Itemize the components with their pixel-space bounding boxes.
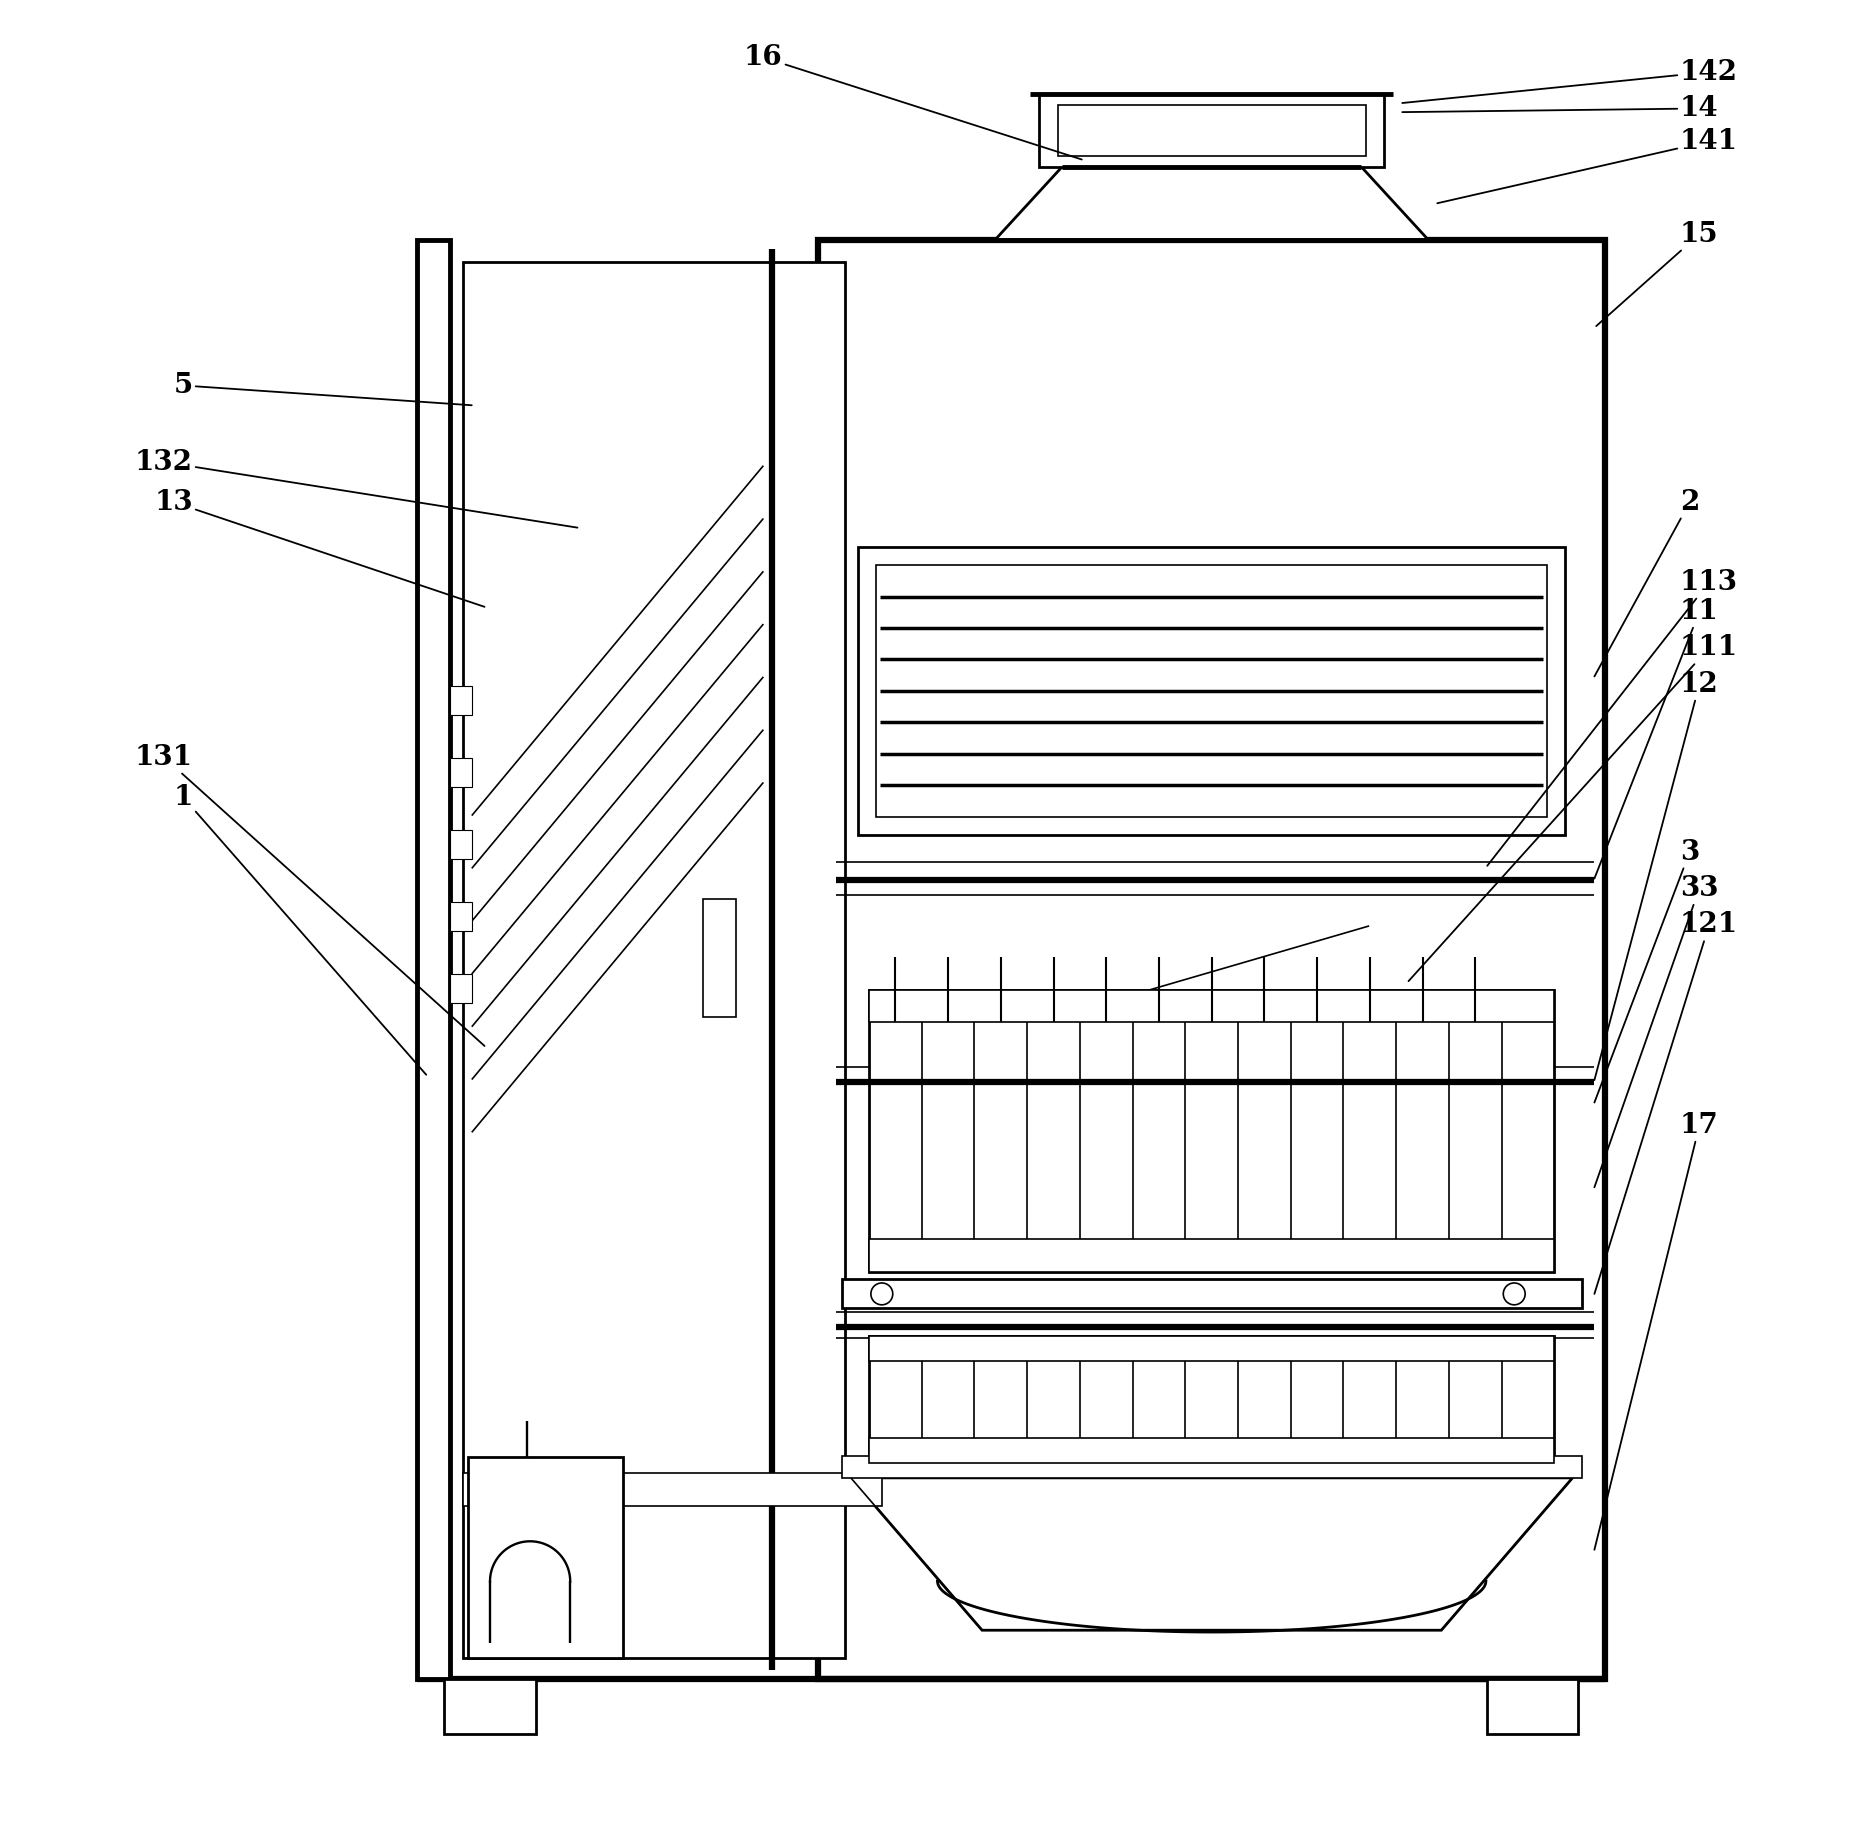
Bar <box>869 989 1555 1272</box>
Bar <box>869 989 1555 1022</box>
Bar <box>869 1336 1555 1362</box>
Bar <box>463 1473 882 1506</box>
Bar <box>450 974 472 1004</box>
Bar <box>869 1439 1555 1462</box>
Text: 13: 13 <box>154 488 485 607</box>
Text: 33: 33 <box>1594 876 1719 1186</box>
Bar <box>450 901 472 930</box>
Text: 121: 121 <box>1594 912 1738 1294</box>
Polygon shape <box>995 166 1429 239</box>
Text: 5: 5 <box>174 371 472 406</box>
Text: 141: 141 <box>1437 128 1738 203</box>
Text: 11: 11 <box>1594 598 1719 879</box>
Text: 1: 1 <box>174 784 427 1075</box>
Text: 15: 15 <box>1596 221 1719 325</box>
Text: 113: 113 <box>1487 569 1738 866</box>
Text: 132: 132 <box>135 448 577 528</box>
Text: 3: 3 <box>1594 839 1699 1102</box>
Bar <box>841 1455 1581 1477</box>
Text: 16: 16 <box>744 44 1083 159</box>
Bar <box>819 239 1605 1680</box>
Bar <box>858 547 1566 835</box>
Bar <box>450 759 472 788</box>
Bar <box>450 686 472 715</box>
Bar <box>450 830 472 859</box>
Bar <box>1040 93 1384 166</box>
Polygon shape <box>850 1477 1573 1631</box>
Bar <box>468 1457 624 1658</box>
Bar <box>841 1280 1581 1309</box>
Text: 17: 17 <box>1594 1111 1719 1550</box>
Bar <box>869 1239 1555 1272</box>
Bar <box>869 1336 1555 1462</box>
Bar <box>444 1680 536 1735</box>
Text: 131: 131 <box>135 744 485 1046</box>
Text: 142: 142 <box>1403 58 1738 102</box>
Bar <box>877 565 1547 817</box>
Text: 111: 111 <box>1408 634 1738 982</box>
Bar <box>1058 104 1365 155</box>
Text: 12: 12 <box>1594 671 1719 1080</box>
Bar <box>702 899 736 1016</box>
Text: 14: 14 <box>1403 95 1719 122</box>
Text: 2: 2 <box>1594 488 1699 676</box>
Bar <box>1487 1680 1577 1735</box>
Bar <box>418 239 450 1680</box>
Bar <box>463 261 845 1658</box>
